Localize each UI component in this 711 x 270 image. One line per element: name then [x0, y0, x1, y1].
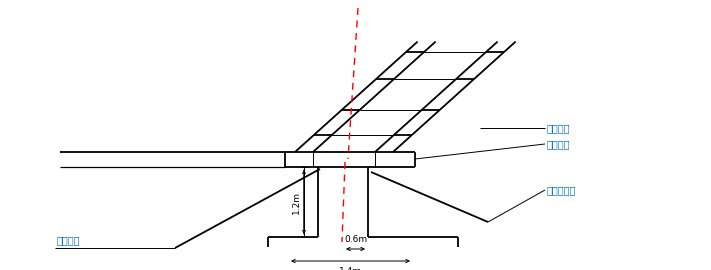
Text: 围护内边: 围护内边: [547, 139, 570, 149]
Text: 1.4m: 1.4m: [339, 267, 362, 270]
Text: 围护内边线: 围护内边线: [547, 185, 577, 195]
Text: 定位型钢: 定位型钢: [547, 123, 570, 133]
Text: 1.2m: 1.2m: [292, 191, 301, 214]
Text: 中心轴线: 中心轴线: [57, 235, 80, 245]
Text: 0.6m: 0.6m: [344, 235, 367, 244]
